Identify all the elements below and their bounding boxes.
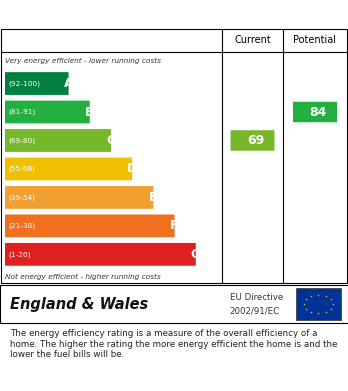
Bar	[296, 289, 341, 319]
Text: Current: Current	[234, 34, 271, 45]
Polygon shape	[5, 243, 196, 266]
Text: The energy efficiency rating is a measure of the overall efficiency of a home. T: The energy efficiency rating is a measur…	[10, 329, 338, 359]
Text: (39-54): (39-54)	[8, 194, 35, 201]
Polygon shape	[293, 102, 337, 122]
Text: Potential: Potential	[293, 34, 337, 45]
Polygon shape	[5, 215, 175, 237]
Polygon shape	[5, 158, 132, 180]
Text: Energy Efficiency Rating: Energy Efficiency Rating	[69, 6, 279, 21]
Text: Very energy efficient - lower running costs: Very energy efficient - lower running co…	[5, 58, 161, 64]
Text: E: E	[149, 191, 158, 204]
Text: B: B	[85, 106, 95, 118]
Text: England & Wales: England & Wales	[10, 296, 149, 312]
Text: G: G	[191, 248, 201, 261]
Polygon shape	[5, 72, 69, 95]
Text: (81-91): (81-91)	[8, 109, 35, 115]
Text: D: D	[127, 162, 137, 176]
Text: (69-80): (69-80)	[8, 137, 35, 144]
Text: C: C	[106, 134, 116, 147]
Text: EU Directive: EU Directive	[230, 293, 283, 302]
Polygon shape	[5, 100, 90, 124]
Text: (21-38): (21-38)	[8, 222, 35, 229]
Text: 69: 69	[247, 134, 264, 147]
Polygon shape	[5, 129, 111, 152]
Text: (1-20): (1-20)	[8, 251, 31, 258]
Text: F: F	[171, 219, 179, 232]
Text: (92-100): (92-100)	[8, 80, 40, 87]
Text: Not energy efficient - higher running costs: Not energy efficient - higher running co…	[5, 274, 161, 280]
Text: A: A	[64, 77, 73, 90]
Text: 84: 84	[309, 106, 327, 118]
Text: 2002/91/EC: 2002/91/EC	[230, 307, 280, 316]
Polygon shape	[5, 186, 153, 209]
Polygon shape	[230, 130, 275, 151]
Text: (55-68): (55-68)	[8, 166, 35, 172]
